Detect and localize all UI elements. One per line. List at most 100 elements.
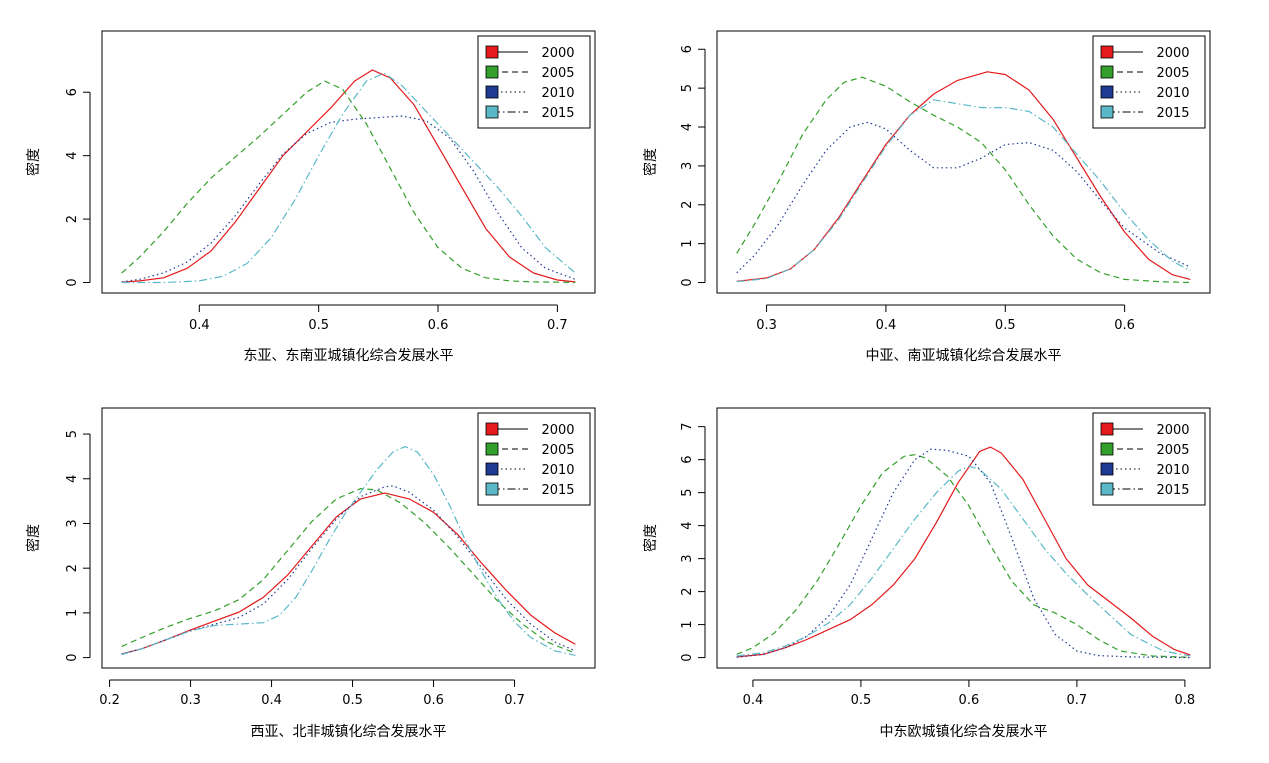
x-tick-label: 0.5 — [308, 318, 329, 333]
y-tick-label: 6 — [680, 456, 695, 464]
x-tick-label: 0.6 — [428, 318, 449, 333]
plot-frame — [716, 30, 1211, 294]
legend-label: 2010 — [541, 463, 574, 478]
y-tick-label: 0 — [65, 653, 80, 661]
y-tick-label: 1 — [680, 620, 695, 628]
y-tick-label: 2 — [65, 564, 80, 572]
y-tick-label: 7 — [680, 423, 695, 431]
legend-label: 2000 — [1156, 423, 1189, 438]
legend-swatch-2010 — [1100, 85, 1114, 99]
x-axis-label: 西亚、北非城镇化综合发展水平 — [251, 724, 447, 740]
legend-swatch-2015 — [1100, 482, 1114, 496]
legend-swatch-2005 — [485, 442, 499, 456]
series-line-2010 — [121, 485, 576, 655]
legend-swatch-2000 — [1100, 45, 1114, 59]
x-tick-label: 0.4 — [876, 318, 897, 333]
legend: 2000 2005 2010 2015 — [1092, 35, 1206, 129]
y-axis-label: 密度 — [642, 148, 659, 176]
legend-label: 2005 — [1156, 66, 1189, 81]
series-line-2015 — [121, 446, 576, 656]
legend-label: 2000 — [541, 423, 574, 438]
y-tick-label: 2 — [680, 587, 695, 595]
chart-panel-2: 0.3 0.4 0.5 0.60123456中亚、南亚城镇化综合发展水平密度20002… — [642, 30, 1211, 364]
legend-label: 2005 — [541, 443, 574, 458]
y-tick-label: 5 — [680, 84, 695, 92]
x-tick-label: 0.4 — [189, 318, 210, 333]
y-axis-label: 密度 — [25, 524, 42, 552]
y-tick-label: 4 — [680, 521, 695, 529]
series-line-2005 — [736, 454, 1191, 658]
plot-frame — [716, 407, 1211, 669]
x-tick-label: 0.3 — [756, 318, 777, 333]
legend-label: 2005 — [1156, 443, 1189, 458]
series-line-2015 — [736, 465, 1191, 657]
legend-swatch-2015 — [1100, 105, 1114, 119]
legend-label: 2010 — [541, 86, 574, 101]
legend: 2000 2005 2010 2015 — [477, 412, 591, 506]
legend-swatch-2010 — [485, 85, 499, 99]
legend-label: 2005 — [541, 66, 574, 81]
y-tick-label: 5 — [65, 430, 80, 438]
x-tick-label: 0.5 — [851, 693, 872, 708]
x-tick-label: 0.2 — [99, 693, 120, 708]
plot-frame — [101, 407, 596, 669]
x-tick-label: 0.6 — [959, 693, 980, 708]
legend-swatch-2000 — [485, 422, 499, 436]
x-tick-label: 0.7 — [1067, 693, 1088, 708]
legend-label: 2015 — [541, 483, 574, 498]
x-tick-label: 0.5 — [995, 318, 1016, 333]
y-tick-label: 6 — [680, 45, 695, 53]
y-tick-label: 0 — [65, 278, 80, 286]
series-line-2005 — [736, 76, 1191, 284]
legend-swatch-2015 — [485, 105, 499, 119]
legend: 2000 2005 2010 2015 — [477, 35, 591, 129]
x-tick-label: 0.6 — [1114, 318, 1135, 333]
legend-swatch-2010 — [485, 462, 499, 476]
y-tick-label: 1 — [680, 240, 695, 248]
legend-swatch-2005 — [1100, 442, 1114, 456]
x-tick-label: 0.4 — [743, 693, 764, 708]
y-tick-label: 2 — [680, 201, 695, 209]
y-axis-label: 密度 — [25, 148, 42, 176]
y-tick-label: 6 — [65, 88, 80, 96]
legend-label: 2015 — [1156, 483, 1189, 498]
y-tick-label: 4 — [65, 152, 80, 160]
series-line-2000 — [121, 69, 576, 283]
series-line-2005 — [121, 488, 576, 654]
x-axis-label: 中东欧城镇化综合发展水平 — [880, 724, 1048, 740]
legend-label: 2000 — [541, 46, 574, 61]
series-line-2010 — [121, 115, 576, 283]
x-tick-label: 0.3 — [180, 693, 201, 708]
series-line-2015 — [121, 72, 576, 284]
y-tick-label: 1 — [65, 609, 80, 617]
legend-swatch-2005 — [1100, 65, 1114, 79]
y-axis-label: 密度 — [642, 524, 659, 552]
legend-label: 2015 — [541, 106, 574, 121]
x-axis-label: 东亚、东南亚城镇化综合发展水平 — [244, 348, 454, 364]
series-line-2015 — [736, 99, 1191, 283]
series-line-2000 — [121, 492, 576, 655]
x-tick-label: 0.8 — [1175, 693, 1196, 708]
legend-swatch-2010 — [1100, 462, 1114, 476]
y-tick-label: 3 — [65, 519, 80, 527]
series-line-2010 — [736, 448, 1191, 659]
x-tick-label: 0.7 — [547, 318, 568, 333]
legend-label: 2015 — [1156, 106, 1189, 121]
x-axis-label: 中亚、南亚城镇化综合发展水平 — [866, 348, 1062, 364]
y-tick-label: 0 — [680, 653, 695, 661]
series-line-2010 — [736, 121, 1191, 274]
y-tick-label: 5 — [680, 488, 695, 496]
legend-label: 2010 — [1156, 463, 1189, 478]
x-tick-label: 0.5 — [342, 693, 363, 708]
chart-panel-1: 0.4 0.5 0.6 0.70246东亚、东南亚城镇化综合发展水平密度2000200… — [25, 30, 596, 364]
plot-frame — [101, 30, 596, 294]
legend-swatch-2015 — [485, 482, 499, 496]
y-tick-label: 4 — [65, 475, 80, 483]
x-tick-label: 0.6 — [423, 693, 444, 708]
y-tick-label: 3 — [680, 554, 695, 562]
y-tick-label: 3 — [680, 162, 695, 170]
legend-swatch-2000 — [485, 45, 499, 59]
legend-label: 2010 — [1156, 86, 1189, 101]
y-tick-label: 0 — [680, 278, 695, 286]
